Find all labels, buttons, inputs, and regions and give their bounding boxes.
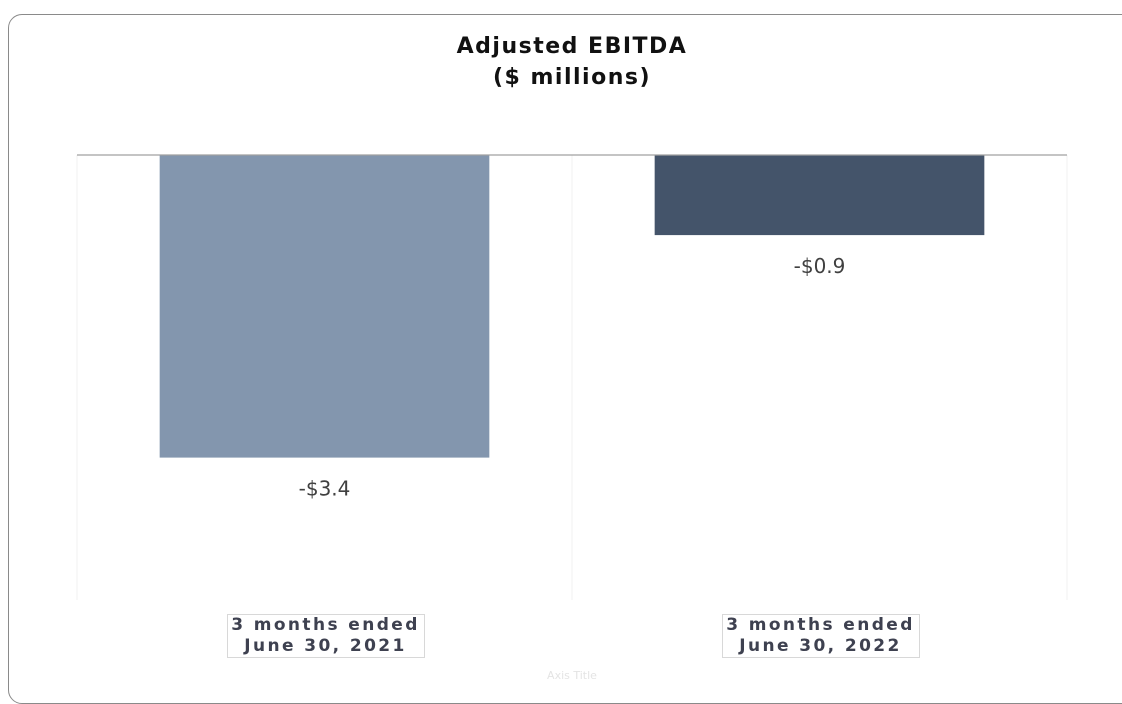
bar [654,155,985,236]
x-axis-title: Axis Title [547,669,597,682]
data-label: -$0.9 [794,254,846,278]
x-tick-label: 3 months ended June 30, 2022 [721,614,920,658]
page: {"chart_data": {"type": "bar", "title": … [8,14,1122,704]
data-label: -$3.4 [299,477,351,501]
bar [159,155,490,458]
chart-title: Adjusted EBITDA [456,34,688,59]
chart: -$3.4 -$0.9 [76,154,1068,600]
chart-subtitle: ($ millions) [492,65,652,90]
x-tick-label: 3 months ended June 30, 2021 [226,614,425,658]
